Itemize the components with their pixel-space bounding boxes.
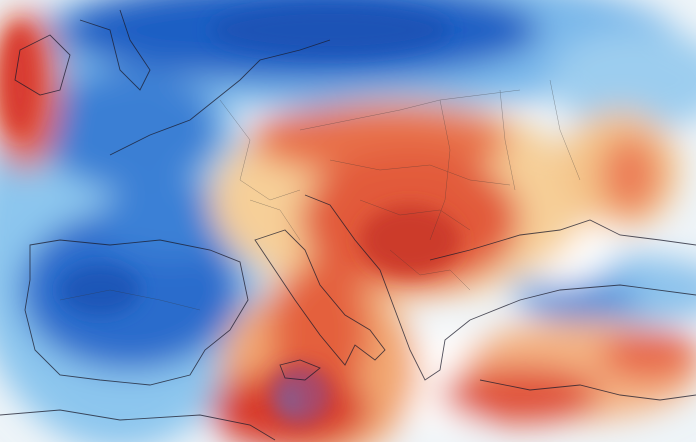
- coastlines: [0, 9, 696, 441]
- borders: [59, 79, 581, 311]
- core-blobs: [2, 5, 460, 425]
